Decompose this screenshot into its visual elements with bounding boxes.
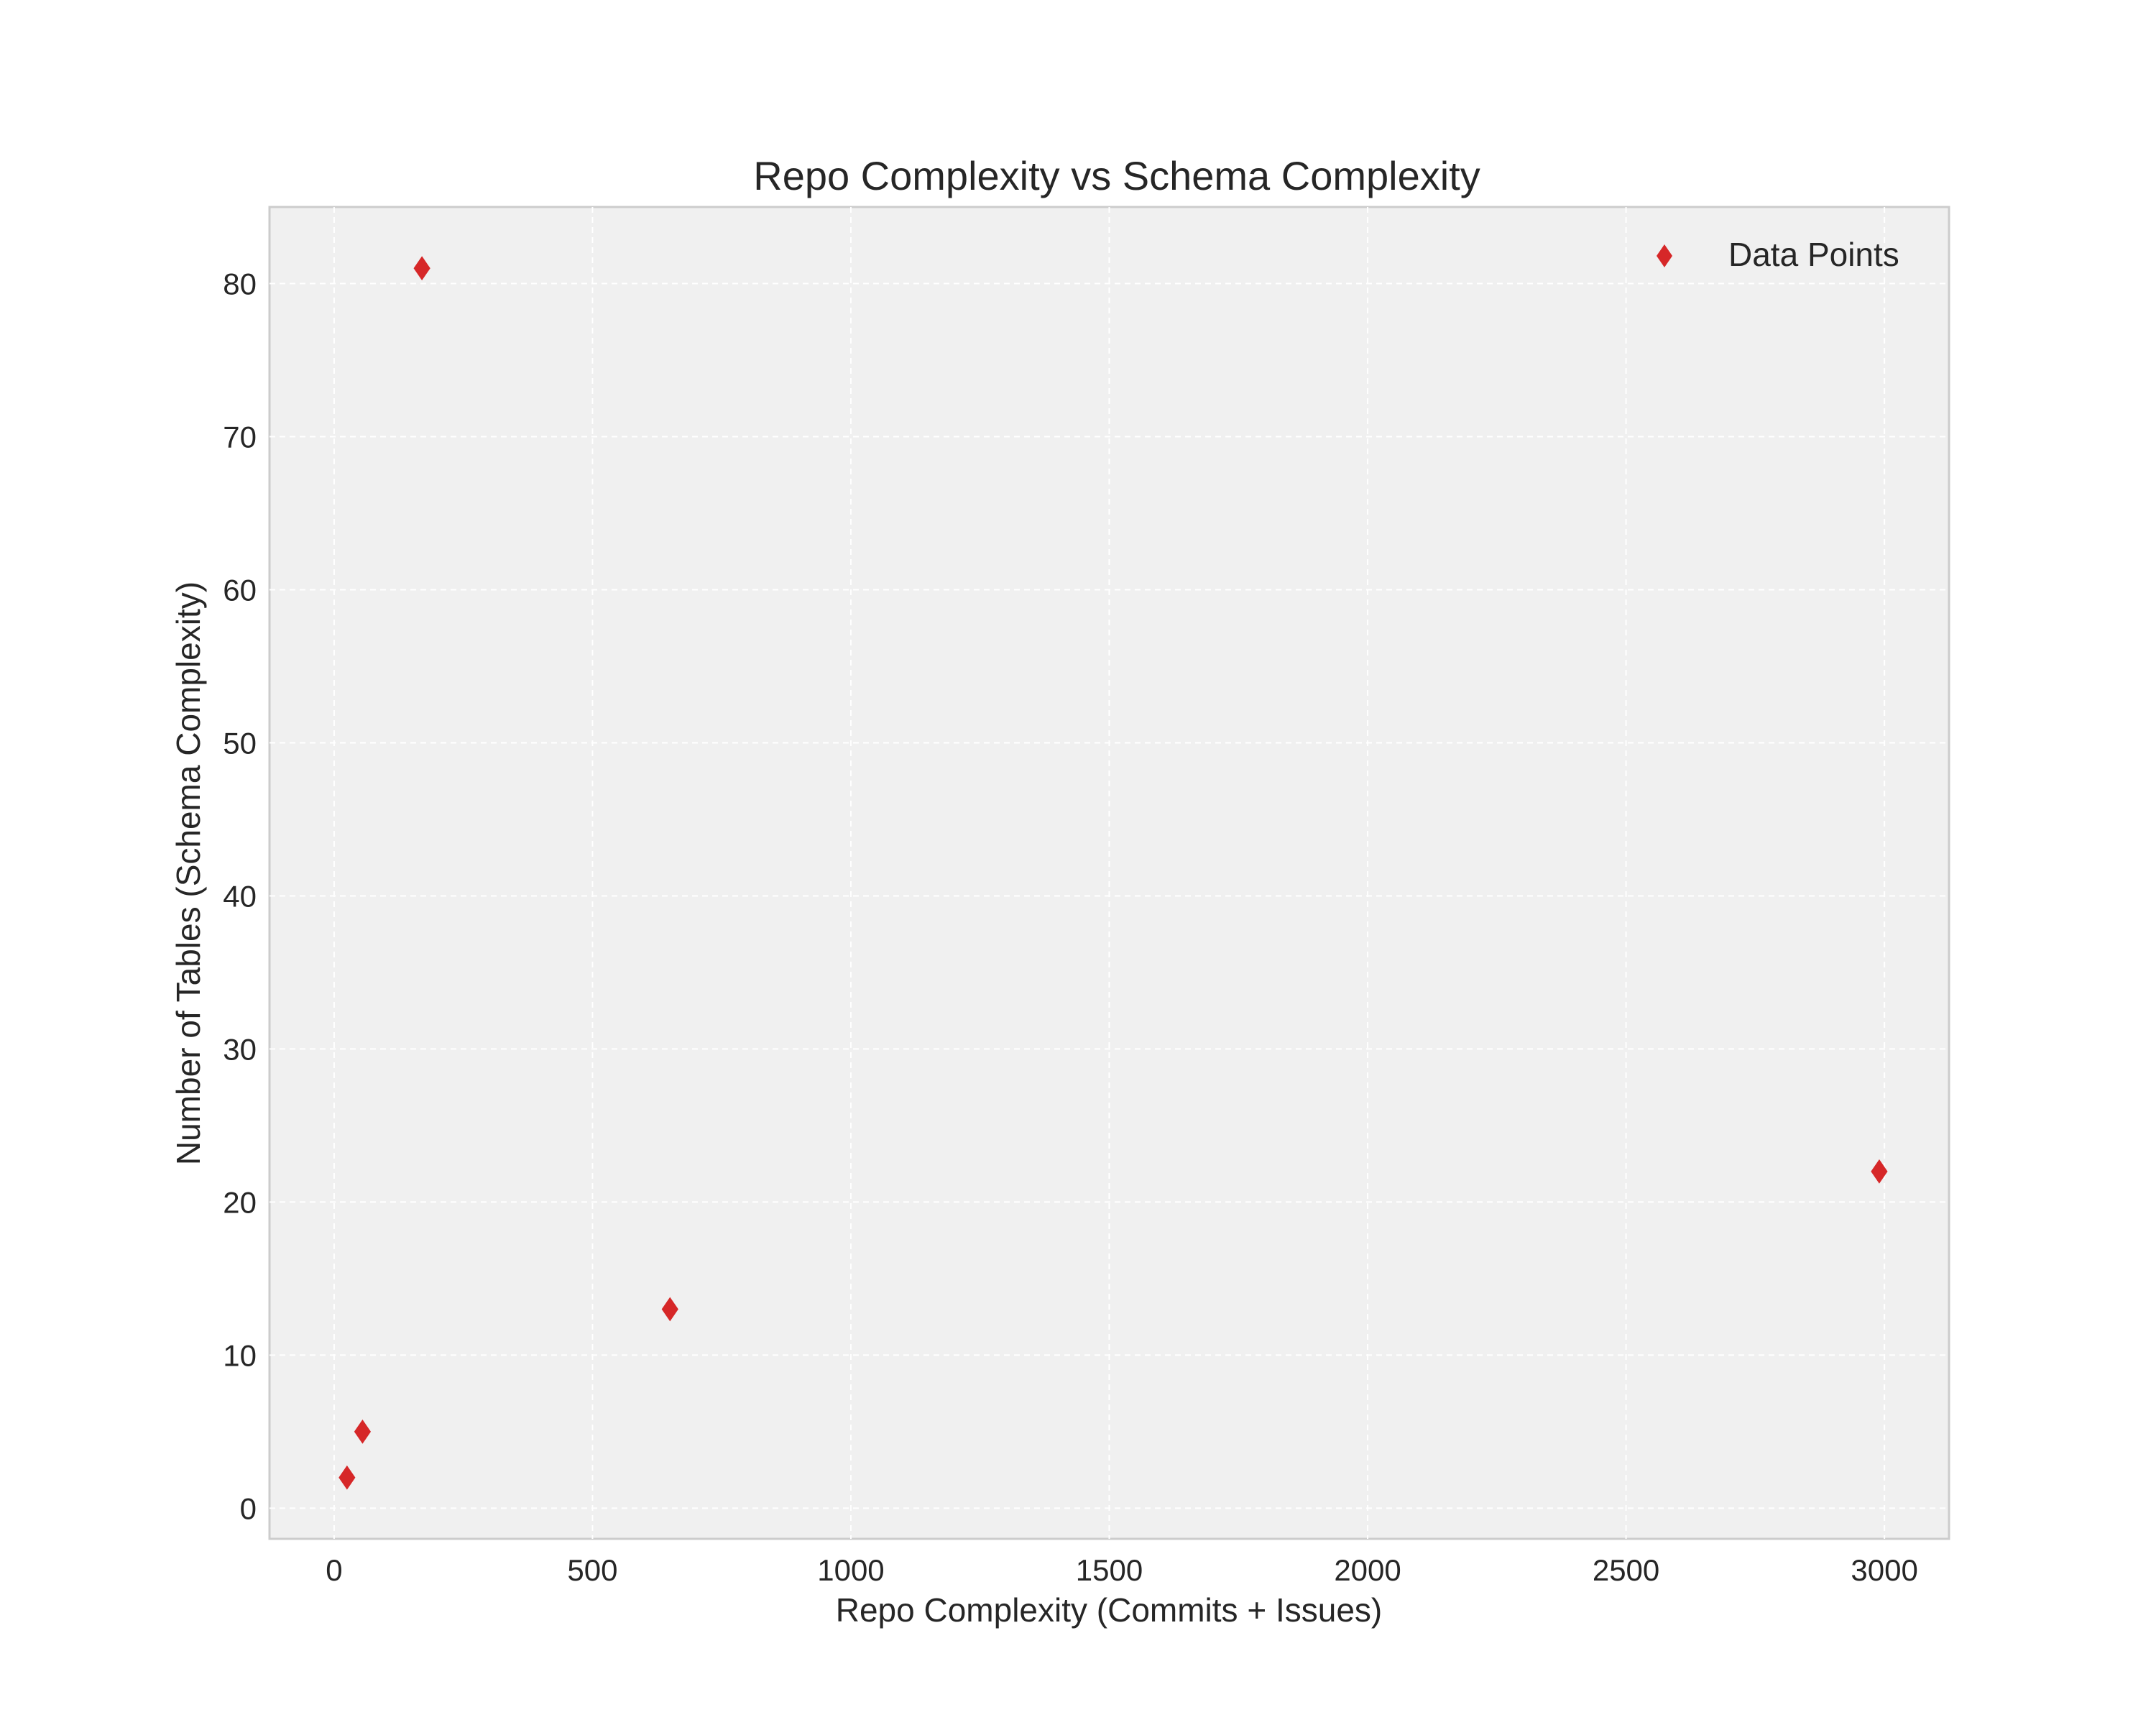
y-tick-label: 20 (223, 1185, 257, 1219)
y-tick-label: 80 (223, 267, 257, 300)
legend: Data Points (1657, 236, 1899, 273)
legend-marker-diamond-icon (1657, 244, 1672, 267)
data-point (413, 256, 430, 281)
data-point (354, 1420, 372, 1444)
x-axis-label: Repo Complexity (Commits + Issues) (836, 1591, 1382, 1629)
chart-title: Repo Complexity vs Schema Complexity (753, 153, 1480, 198)
y-tick-label: 60 (223, 573, 257, 607)
data-point (338, 1465, 356, 1490)
x-tick-label: 2500 (1593, 1553, 1659, 1587)
data-point (1871, 1159, 1888, 1184)
y-tick-label: 30 (223, 1032, 257, 1066)
data-point (661, 1297, 678, 1322)
x-tick-label: 3000 (1851, 1553, 1917, 1587)
x-tick-label: 500 (567, 1553, 617, 1587)
data-points (338, 256, 1888, 1490)
x-axis-ticks: 0 500 1000 1500 2000 2500 3000 (326, 1553, 1918, 1587)
x-tick-label: 1500 (1076, 1553, 1143, 1587)
x-tick-label: 2000 (1334, 1553, 1401, 1587)
y-tick-label: 10 (223, 1338, 257, 1372)
y-tick-label: 70 (223, 420, 257, 454)
y-axis-ticks: 0 10 20 30 40 50 60 70 80 (223, 267, 257, 1525)
x-tick-label: 0 (326, 1553, 342, 1587)
y-tick-label: 50 (223, 726, 257, 760)
legend-label: Data Points (1728, 236, 1899, 273)
y-tick-label: 0 (240, 1491, 257, 1525)
x-tick-label: 1000 (817, 1553, 884, 1587)
y-axis-label: Number of Tables (Schema Complexity) (170, 581, 207, 1165)
y-tick-label: 40 (223, 879, 257, 913)
grid-lines (270, 207, 1949, 1539)
